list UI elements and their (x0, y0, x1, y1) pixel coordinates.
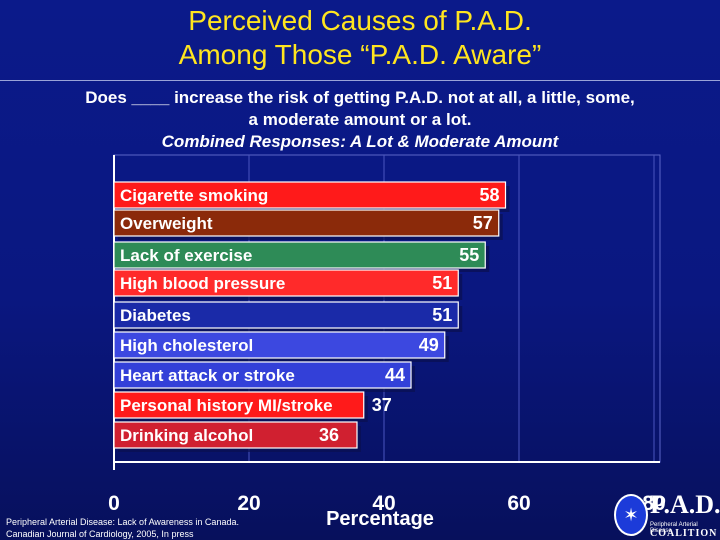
bar (113, 209, 500, 237)
bar (113, 241, 486, 269)
x-axis-title: Percentage (326, 508, 434, 530)
bar-value-label: 49 (419, 335, 439, 355)
footnote: Peripheral Arterial Disease: Lack of Awa… (6, 516, 239, 540)
walking-figure-icon: ✶ (614, 494, 648, 536)
question-line-1: Does ____ increase the risk of getting P… (85, 88, 635, 107)
question-line-2: a moderate amount or a lot. (248, 110, 472, 129)
x-tick-label: 60 (507, 492, 530, 515)
bar-value-label: 58 (479, 185, 499, 205)
footnote-line-1: Peripheral Arterial Disease: Lack of Awa… (6, 517, 239, 527)
logo-coalition: COALITION (650, 528, 718, 539)
bar-category-label: Cigarette smoking (120, 186, 268, 205)
bar-value-label: 51 (432, 273, 452, 293)
bar-value-label: 36 (319, 425, 339, 445)
title-divider (0, 80, 720, 81)
title-line-1: Perceived Causes of P.A.D. (188, 5, 532, 36)
bar-category-label: Lack of exercise (120, 246, 252, 265)
bar-category-label: Overweight (120, 214, 213, 233)
logo-name: P.A.D. (650, 490, 720, 519)
x-tick-label: 80 (642, 492, 665, 515)
bar (113, 301, 459, 329)
bar-category-label: Drinking alcohol (120, 426, 253, 445)
footnote-line-2: Canadian Journal of Cardiology, 2005, In… (6, 529, 194, 539)
bar (113, 269, 459, 297)
bar-value-label: 57 (473, 213, 493, 233)
bar (113, 391, 365, 419)
pad-coalition-logo: ✶ P.A.D. Peripheral Arterial Disease COA… (610, 490, 720, 539)
chart-title: Perceived Causes of P.A.D. Among Those “… (0, 4, 720, 72)
chart-subtitle: Combined Responses: A Lot & Moderate Amo… (161, 132, 559, 151)
x-tick-label: 40 (372, 492, 395, 515)
bar-value-label: 37 (372, 395, 392, 415)
bar (113, 421, 358, 449)
logo-tagline: Peripheral Arterial Disease (650, 522, 698, 534)
bar-value-label: 44 (385, 365, 405, 385)
bar-category-label: Personal history MI/stroke (120, 396, 333, 415)
bar-category-label: High blood pressure (120, 274, 285, 293)
bar (113, 181, 507, 209)
bar-category-label: Heart attack or stroke (120, 366, 295, 385)
bar-category-label: High cholesterol (120, 336, 253, 355)
x-tick-label: 20 (237, 492, 260, 515)
x-tick-label: 0 (108, 492, 120, 515)
bar-category-label: Diabetes (120, 306, 191, 325)
bar-value-label: 55 (459, 245, 479, 265)
bar-value-label: 51 (432, 305, 452, 325)
title-line-2: Among Those “P.A.D. Aware” (178, 39, 542, 70)
bar (113, 361, 412, 389)
bar (113, 331, 446, 359)
